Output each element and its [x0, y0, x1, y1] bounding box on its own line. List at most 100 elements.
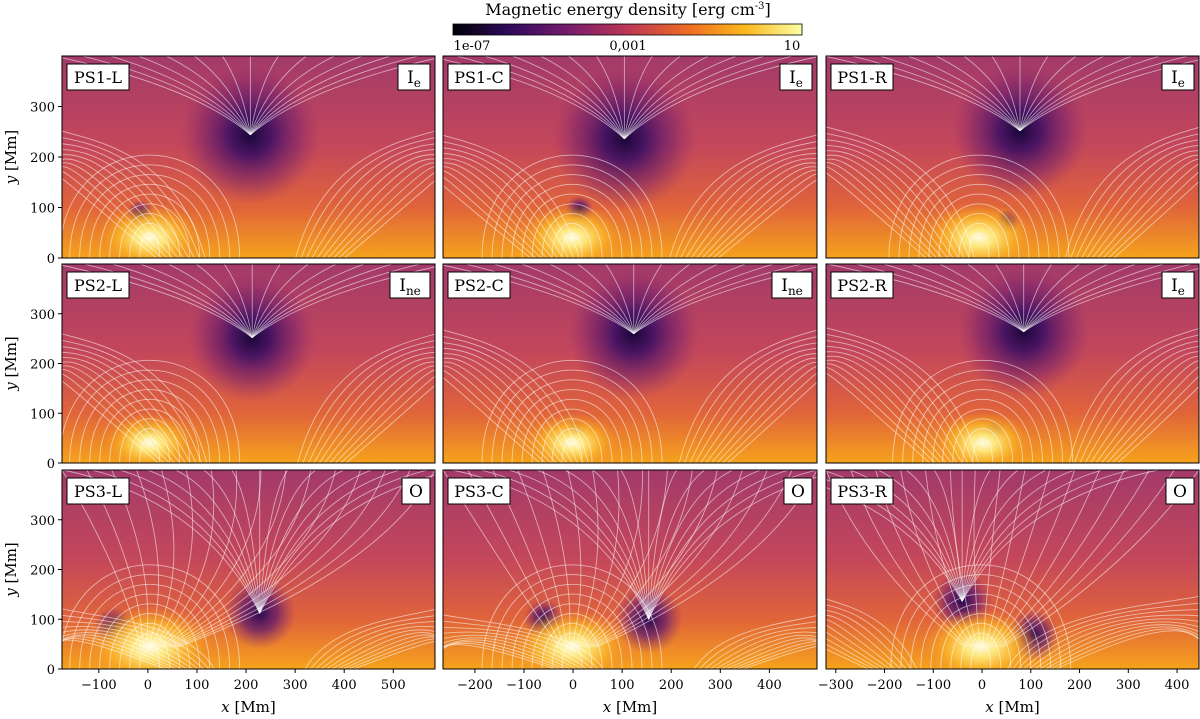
- panel-label-text: PS3-R: [837, 482, 887, 501]
- panel-ps1-l: PS1-L Ie: [61, 55, 436, 259]
- colorbar-tick-label: 1e-07: [454, 39, 491, 54]
- panel-label-text: PS3-C: [454, 482, 504, 501]
- bright-source: [931, 411, 1034, 463]
- panel-frame: [442, 55, 818, 259]
- topology-label: Ine: [771, 271, 813, 299]
- y-tick-label: 300: [30, 514, 55, 529]
- x-tick-label: −100: [81, 678, 117, 693]
- topology-label: O: [1165, 477, 1195, 505]
- x-tick-label: 200: [234, 678, 259, 693]
- panel-ps2-c: PS2-C Ine: [442, 263, 818, 464]
- x-tick-label: 100: [610, 678, 635, 693]
- colorbar-tick-label: 0,001: [609, 39, 646, 54]
- x-tick-label: 300: [283, 678, 308, 693]
- bright-source: [511, 609, 633, 669]
- topology-label: Ie: [1161, 63, 1195, 91]
- y-tick-label: 100: [30, 202, 55, 217]
- topology-label: Ie: [779, 63, 813, 91]
- colorbar: Magnetic energy density [erg cm-3] 1e-07…: [452, 0, 803, 54]
- panel-label: PS3-L: [66, 477, 130, 505]
- x-tick-label: −200: [867, 678, 903, 693]
- panel-label: PS1-R: [830, 63, 894, 91]
- y-tick-label: 200: [30, 564, 55, 579]
- x-tick-label: 100: [185, 678, 210, 693]
- field-lines: [443, 264, 817, 463]
- x-tick-label: 400: [332, 678, 357, 693]
- panel-label-text: PS3-L: [74, 482, 122, 501]
- panel-frame: [825, 263, 1200, 464]
- x-tick-label: 300: [1116, 678, 1141, 693]
- x-tick-label: −200: [457, 678, 493, 693]
- y-tick-label: 100: [30, 613, 55, 628]
- panel-ps3-c: PS3-C O: [442, 469, 818, 670]
- field-lines: [443, 56, 817, 258]
- panel-label: PS2-L: [66, 271, 130, 299]
- topology-label-text: Ine: [399, 276, 421, 298]
- field-lines: [62, 470, 435, 669]
- panel-frame: [442, 469, 818, 670]
- panel-frame: [825, 469, 1200, 670]
- x-axis-label: x [Mm]: [603, 698, 658, 716]
- topology-label: O: [401, 477, 431, 505]
- colorbar-title: Magnetic energy density [erg cm-3]: [485, 0, 771, 19]
- topology-label: O: [783, 477, 813, 505]
- x-tick-label: 100: [1018, 678, 1043, 693]
- panel-ps2-r: PS2-R Ie: [825, 263, 1200, 464]
- field-lines: [62, 56, 435, 258]
- topology-label-text: O: [1173, 482, 1187, 502]
- topology-label-text: Ie: [789, 68, 803, 90]
- panel-label-text: PS1-R: [837, 68, 887, 87]
- topology-label-text: Ie: [1171, 276, 1185, 298]
- x-tick-label: −100: [506, 678, 542, 693]
- x-tick-label: 0: [978, 678, 986, 693]
- y-tick-label: 200: [30, 358, 55, 373]
- field-lines: [826, 264, 1199, 463]
- x-tick-label: −300: [818, 678, 854, 693]
- axes-labels: 0 100 200 300 y [Mm] 0 100 200 300 y [Mm] 0 100 200 3…: [2, 101, 1189, 717]
- y-tick-label: 300: [30, 101, 55, 116]
- panel-label-text: PS2-R: [837, 276, 887, 295]
- topology-label-text: Ine: [781, 276, 803, 298]
- y-tick-label: 0: [47, 457, 55, 472]
- x-tick-label: 0: [144, 678, 152, 693]
- topology-label-text: O: [791, 482, 805, 502]
- panel-label-text: PS1-C: [454, 68, 504, 87]
- topology-label: Ine: [389, 271, 431, 299]
- y-tick-label: 100: [30, 407, 55, 422]
- panel-label: PS3-R: [830, 477, 894, 505]
- x-axis-label: x [Mm]: [221, 698, 276, 716]
- colorbar-bar: [452, 23, 803, 36]
- y-tick-label: 0: [47, 663, 55, 678]
- panel-label: PS2-C: [447, 271, 511, 299]
- panel-label-text: PS1-L: [74, 68, 122, 87]
- topology-label-text: O: [409, 482, 423, 502]
- x-tick-label: 200: [1067, 678, 1092, 693]
- x-tick-label: 500: [381, 678, 406, 693]
- panel-label: PS1-L: [66, 63, 130, 91]
- panel-frame: [825, 55, 1200, 259]
- x-tick-label: 400: [757, 678, 782, 693]
- y-axis-label: y [Mm]: [2, 130, 20, 186]
- y-tick-label: 0: [47, 252, 55, 267]
- x-tick-label: −100: [915, 678, 951, 693]
- y-tick-label: 200: [30, 151, 55, 166]
- panel-ps1-r: PS1-R Ie: [825, 55, 1200, 259]
- topology-label: Ie: [1161, 271, 1195, 299]
- panel-ps3-l: PS3-L O: [61, 469, 436, 670]
- colorbar-title-main: Magnetic energy density [erg cm: [485, 0, 755, 19]
- panel-label-text: PS2-L: [74, 276, 122, 295]
- x-tick-label: 200: [659, 678, 684, 693]
- panel-label: PS1-C: [447, 63, 511, 91]
- field-lines: [826, 56, 1199, 258]
- field-lines: [443, 470, 817, 669]
- x-tick-label: 0: [569, 678, 577, 693]
- colorbar-title-sup: -3: [755, 1, 765, 12]
- panel-ps3-r: PS3-R O: [825, 469, 1200, 670]
- x-axis-label: x [Mm]: [985, 698, 1040, 716]
- colorbar-tick-label: 10: [784, 39, 801, 54]
- topology-label: Ie: [397, 63, 431, 91]
- panel-label-text: PS2-C: [454, 276, 504, 295]
- x-tick-label: 300: [708, 678, 733, 693]
